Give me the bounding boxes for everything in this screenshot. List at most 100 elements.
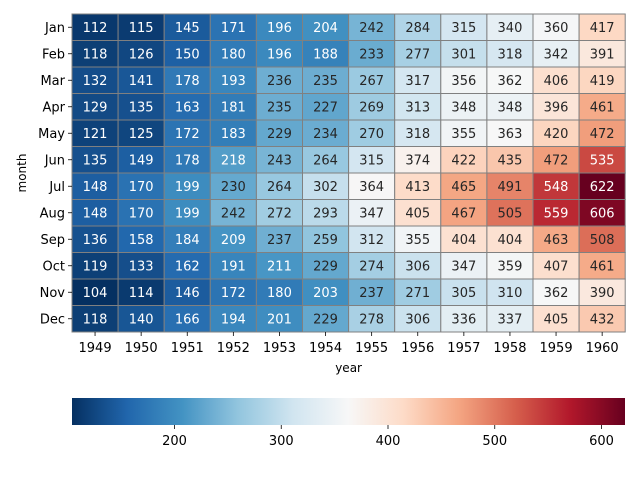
heatmap-cell [117, 119, 165, 147]
cell-value-label: 461 [590, 100, 615, 115]
heatmap-cell [302, 13, 350, 41]
heatmap-cell [440, 172, 488, 200]
cell-value-label: 229 [313, 312, 338, 327]
cell-value-label: 184 [175, 233, 200, 248]
cell-value-label: 234 [313, 127, 338, 142]
y-tick-label: Jun [44, 153, 65, 168]
heatmap-cell [440, 93, 488, 121]
x-axis-label: year [335, 361, 362, 375]
heatmap-cell [440, 278, 488, 306]
cell-value-label: 112 [83, 21, 108, 36]
heatmap-cell [394, 278, 442, 306]
cell-value-label: 405 [405, 206, 430, 221]
cell-value-label: 191 [221, 259, 246, 274]
cell-value-label: 264 [313, 153, 338, 168]
x-tick-label: 1952 [217, 341, 250, 356]
cell-value-label: 259 [313, 233, 338, 248]
cell-value-label: 535 [590, 153, 615, 168]
heatmap-cell [440, 225, 488, 253]
cell-value-label: 306 [405, 259, 430, 274]
x-tick-label: 1953 [263, 341, 296, 356]
cell-value-label: 201 [267, 312, 292, 327]
heatmap-cell [348, 119, 396, 147]
cell-value-label: 315 [451, 21, 476, 36]
cell-value-label: 355 [405, 233, 430, 248]
heatmap-cell [394, 13, 442, 41]
cell-value-label: 148 [83, 206, 108, 221]
cell-value-label: 305 [451, 286, 476, 301]
heatmap-cell [255, 119, 303, 147]
cell-value-label: 406 [544, 74, 569, 89]
cell-value-label: 230 [221, 180, 246, 195]
cell-value-label: 145 [175, 21, 200, 36]
heatmap-cell [302, 172, 350, 200]
cell-value-label: 505 [498, 206, 523, 221]
cell-value-label: 362 [544, 286, 569, 301]
cell-value-label: 340 [498, 21, 523, 36]
cell-value-label: 606 [590, 206, 615, 221]
heatmap-cell [117, 172, 165, 200]
cell-value-label: 277 [405, 47, 430, 62]
cell-value-label: 178 [175, 74, 200, 89]
cell-value-label: 404 [451, 233, 476, 248]
y-tick-label: Aug [40, 206, 65, 221]
heatmap-cell [348, 66, 396, 94]
heatmap-cell [302, 119, 350, 147]
cell-value-label: 391 [590, 47, 615, 62]
cell-value-label: 508 [590, 233, 615, 248]
heatmap-cell [163, 278, 211, 306]
heatmap-cell [486, 13, 534, 41]
heatmap-cell [578, 93, 626, 121]
heatmap-cell [71, 93, 119, 121]
heatmap-cell [394, 146, 442, 174]
heatmap-cell [209, 40, 257, 68]
heatmap-cell [578, 146, 626, 174]
heatmap-cell [302, 278, 350, 306]
heatmap-cell [255, 199, 303, 227]
x-tick-label: 1954 [309, 341, 342, 356]
cell-value-label: 272 [267, 206, 292, 221]
heatmap-cell [578, 305, 626, 333]
colorbar-tick-label: 500 [482, 434, 507, 449]
cell-value-label: 336 [451, 312, 476, 327]
cell-value-label: 196 [267, 21, 292, 36]
cell-value-label: 146 [175, 286, 200, 301]
x-tick-label: 1959 [540, 341, 573, 356]
cell-value-label: 318 [498, 47, 523, 62]
cell-value-label: 278 [359, 312, 384, 327]
cell-value-label: 461 [590, 259, 615, 274]
cell-value-label: 135 [83, 153, 108, 168]
cell-value-label: 170 [129, 180, 154, 195]
cell-value-label: 267 [359, 74, 384, 89]
cell-value-label: 162 [175, 259, 200, 274]
heatmap-cell [394, 119, 442, 147]
heatmap-cell [71, 119, 119, 147]
cell-value-label: 364 [359, 180, 384, 195]
y-tick-label: Sep [40, 233, 65, 248]
cell-value-label: 491 [498, 180, 523, 195]
cell-value-label: 196 [267, 47, 292, 62]
cell-value-label: 622 [590, 180, 615, 195]
cell-value-label: 194 [221, 312, 246, 327]
cell-value-label: 180 [267, 286, 292, 301]
cell-value-label: 172 [221, 286, 246, 301]
cell-value-label: 467 [451, 206, 476, 221]
y-tick-label: May [38, 127, 65, 142]
cell-value-label: 140 [129, 312, 154, 327]
y-tick-labels: Jan Feb Mar Apr May Jun Jul Aug Sep Oct Nov Dec [38, 21, 72, 327]
heatmap-cell [394, 40, 442, 68]
cell-value-label: 348 [498, 100, 523, 115]
colorbar-tick-label: 300 [269, 434, 294, 449]
heatmap-cell [163, 66, 211, 94]
heatmap-cells: 112 115 145 171 196 204 242 284 315 340 360 417 118 1… [71, 13, 626, 333]
cell-value-label: 114 [129, 286, 154, 301]
cell-value-label: 347 [451, 259, 476, 274]
cell-value-label: 237 [267, 233, 292, 248]
cell-value-label: 242 [221, 206, 246, 221]
cell-value-label: 119 [83, 259, 108, 274]
cell-value-label: 396 [544, 100, 569, 115]
heatmap-cell [163, 172, 211, 200]
cell-value-label: 317 [405, 74, 430, 89]
heatmap-cell [578, 13, 626, 41]
cell-value-label: 236 [267, 74, 292, 89]
